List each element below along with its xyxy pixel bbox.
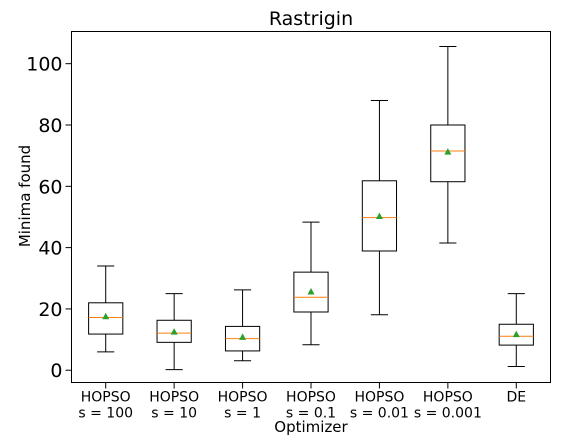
x-tick-label: HOPSO <box>149 390 199 406</box>
box-4 <box>293 221 329 346</box>
box-3 <box>224 289 261 362</box>
y-tick-label: 40 <box>38 238 62 260</box>
mean-marker <box>307 287 315 295</box>
iqr-box <box>430 124 466 183</box>
x-tick-label: HOPSO <box>218 390 268 406</box>
x-tick-label: s = 100 <box>78 406 133 422</box>
x-tick-label: HOPSO <box>354 390 404 406</box>
x-tick-label: HOPSO <box>286 390 336 406</box>
mean-marker <box>102 312 110 320</box>
x-tick-label: s = 0.01 <box>350 406 409 422</box>
iqr-box <box>88 302 124 335</box>
plot-area <box>88 46 534 371</box>
y-tick-label: 20 <box>38 299 62 321</box>
box-6 <box>430 46 466 244</box>
box-1 <box>88 265 124 353</box>
mean-marker <box>512 330 520 338</box>
box-7 <box>498 293 534 368</box>
x-tick-label: HOPSO <box>81 390 131 406</box>
x-tick-label: s = 0.001 <box>414 406 482 422</box>
x-tick-label: s = 1 <box>224 406 261 422</box>
y-tick-label: 100 <box>26 54 62 76</box>
iqr-box <box>361 180 398 252</box>
box-2 <box>156 293 192 371</box>
mean-marker <box>170 328 178 335</box>
iqr-box <box>293 271 329 313</box>
x-tick-label: s = 10 <box>151 406 197 422</box>
iqr-box <box>156 319 192 343</box>
x-tick-label: DE <box>506 390 526 406</box>
chart-title: Rastrigin <box>269 8 353 30</box>
box-5 <box>361 99 398 316</box>
mean-marker <box>375 212 383 220</box>
y-tick-label: 80 <box>38 115 62 137</box>
y-tick-label: 0 <box>50 360 62 382</box>
iqr-box <box>498 323 534 346</box>
mean-marker <box>239 333 247 340</box>
y-axis-label: Minima found <box>16 145 34 247</box>
mean-marker <box>444 148 452 155</box>
x-tick-label: HOPSO <box>423 390 473 406</box>
x-tick-label: s = 0.1 <box>286 406 336 422</box>
x-axis-label: Optimizer <box>274 418 348 436</box>
y-tick-label: 60 <box>38 176 62 198</box>
